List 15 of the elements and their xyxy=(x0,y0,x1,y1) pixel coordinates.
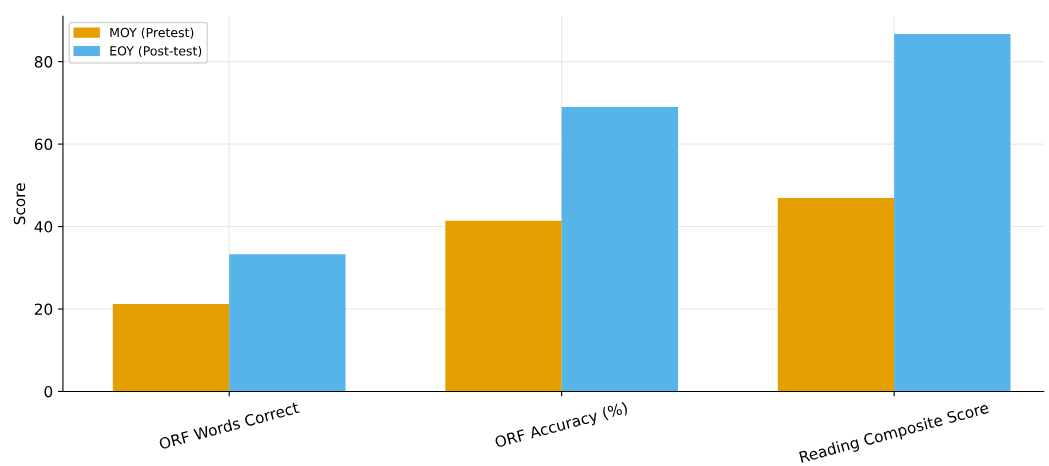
bar xyxy=(777,198,895,392)
legend-label: EOY (Post-test) xyxy=(110,45,202,58)
y-tick-label: 20 xyxy=(34,303,53,316)
legend-label: MOY (Pretest) xyxy=(110,27,194,39)
y-axis-title: Score xyxy=(13,183,26,225)
bar xyxy=(229,254,346,392)
y-tick-label: 40 xyxy=(34,221,53,233)
bar xyxy=(894,34,1011,392)
bar xyxy=(561,107,679,392)
bar xyxy=(445,220,562,392)
x-tick-label: ORF Words Correct xyxy=(158,401,300,450)
y-tick-label: 80 xyxy=(34,56,53,68)
y-tick-label: 60 xyxy=(34,138,53,151)
bar xyxy=(112,304,230,392)
y-tick-label: 0 xyxy=(44,385,53,398)
